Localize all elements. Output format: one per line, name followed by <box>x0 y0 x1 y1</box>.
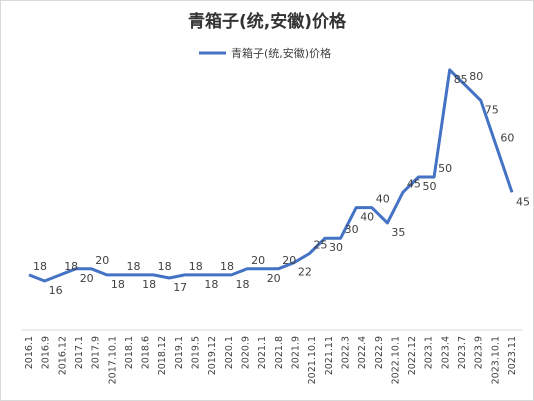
x-tick-label: 2018.12 <box>157 336 168 375</box>
data-label: 20 <box>80 272 94 285</box>
x-tick-label: 2022.4 <box>357 336 368 369</box>
x-tick-label: 2021.11 <box>324 336 335 375</box>
data-label: 45 <box>407 177 421 190</box>
data-label: 50 <box>438 162 452 175</box>
x-tick-label: 2022.3 <box>340 336 351 369</box>
data-label: 18 <box>142 278 156 291</box>
x-tick-label: 2020.9 <box>241 336 252 369</box>
data-label: 18 <box>111 278 125 291</box>
data-label: 40 <box>376 193 390 206</box>
x-tick-label: 2016.12 <box>57 336 68 375</box>
data-label: 18 <box>236 278 250 291</box>
x-tick-label: 2022.12 <box>407 336 418 375</box>
chart-title: 青箱子(统,安徽)价格 <box>188 11 347 32</box>
x-tick-label: 2019.1 <box>174 336 185 369</box>
data-label: 45 <box>516 195 530 208</box>
x-tick-label: 2019.12 <box>207 336 218 375</box>
data-label: 85 <box>454 73 468 86</box>
data-label: 75 <box>485 104 499 117</box>
x-tick-label: 2023.7 <box>457 336 468 369</box>
data-label: 17 <box>173 281 187 294</box>
data-label: 60 <box>500 131 514 144</box>
data-label: 40 <box>360 211 374 224</box>
x-tick-label: 2018.6 <box>141 336 152 369</box>
x-tick-label: 2017.9 <box>91 336 102 369</box>
x-tick-label: 2023.11 <box>507 336 518 375</box>
x-tick-label: 2023.1 <box>424 336 435 369</box>
data-label: 18 <box>127 260 141 273</box>
x-tick-label: 2023.10.1 <box>490 336 501 384</box>
data-label: 20 <box>95 254 109 267</box>
data-label: 20 <box>267 272 281 285</box>
x-tick-label: 2021.10.1 <box>307 336 318 384</box>
x-tick-label: 2021.8 <box>274 336 285 369</box>
data-label: 30 <box>345 223 359 236</box>
data-label: 50 <box>423 180 437 193</box>
series-line <box>28 68 514 283</box>
x-tick-label: 2021.9 <box>291 336 302 369</box>
x-tick-label: 2016.9 <box>41 336 52 369</box>
data-label: 20 <box>251 254 265 267</box>
data-label: 30 <box>329 241 343 254</box>
data-label: 18 <box>220 260 234 273</box>
x-tick-label: 2022.9 <box>374 336 385 369</box>
data-label: 80 <box>469 70 483 83</box>
data-label: 20 <box>282 254 296 267</box>
data-label: 35 <box>391 226 405 239</box>
x-tick-label: 2017.1 <box>74 336 85 369</box>
data-label: 18 <box>33 260 47 273</box>
x-tick-label: 2021.1 <box>257 336 268 369</box>
data-label: 16 <box>49 284 63 297</box>
x-tick-label: 2023.4 <box>440 336 451 369</box>
data-label: 18 <box>204 278 218 291</box>
legend-label: 青箱子(统,安徽)价格 <box>231 46 331 60</box>
data-label: 18 <box>64 260 78 273</box>
legend: 青箱子(统,安徽)价格 <box>199 46 331 60</box>
x-tick-label: 2018.1 <box>124 336 135 369</box>
x-tick-label: 2023.9 <box>474 336 485 369</box>
x-tick-label: 2016.1 <box>24 336 35 369</box>
data-label: 18 <box>189 260 203 273</box>
data-label: 18 <box>158 260 172 273</box>
x-tick-label: 2017.10.1 <box>107 336 118 384</box>
data-label: 25 <box>314 239 328 252</box>
x-tick-labels: 2016.1 2016.9 2016.12 2017.1 2017.9 2017.10.1… <box>24 336 518 384</box>
x-tick-label: 2019.5 <box>191 336 202 369</box>
x-tick-label: 2022.10.1 <box>390 336 401 384</box>
data-label: 22 <box>298 266 312 279</box>
x-tick-label: 2020.1 <box>224 336 235 369</box>
